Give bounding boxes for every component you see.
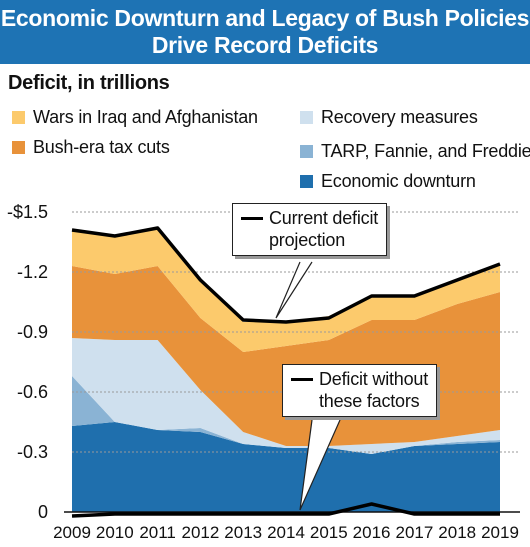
area-economic-downturn	[72, 422, 500, 512]
x-tick-label: 2011	[139, 523, 176, 542]
y-tick-label: 0	[38, 502, 48, 522]
y-tick-label: -0.9	[17, 322, 48, 342]
y-tick-label: -0.3	[17, 442, 48, 462]
legend-item-downturn: Economic downturn	[300, 171, 476, 192]
legend-label-tarp: TARP, Fannie, and Freddie	[321, 141, 530, 161]
legend-label-tax-cuts: Bush-era tax cuts	[33, 137, 170, 157]
y-tick-label: -0.6	[17, 382, 48, 402]
x-tick-label: 2010	[96, 523, 134, 542]
callout-current-line-2: projection	[269, 230, 346, 250]
legend-swatch-downturn	[300, 175, 313, 188]
series-line-current-deficit-projection	[71, 226, 501, 324]
legend-label-recovery: Recovery measures	[321, 107, 478, 127]
y-tick-label: -1.2	[17, 262, 48, 282]
x-tick-label: 2009	[53, 523, 91, 542]
callout-pointer-without	[299, 419, 341, 511]
callout-pointer-current	[275, 261, 313, 319]
callout-current-line-1: Current deficit	[269, 208, 379, 228]
x-tick-label: 2017	[395, 523, 433, 542]
callout-without-line-2: these factors	[319, 391, 420, 411]
legend-item-tarp: TARP, Fannie, and Freddie	[300, 141, 530, 162]
legend-swatch-tarp	[300, 145, 313, 158]
x-tick-label: 2012	[181, 523, 219, 542]
callout-current-deficit: Current deficit projection	[232, 203, 388, 256]
callout-line-swatch	[291, 378, 313, 381]
legend-item-tax-cuts: Bush-era tax cuts	[12, 137, 170, 158]
area-recovery-measures	[72, 338, 500, 454]
x-tick-label: 2019	[481, 523, 519, 542]
legend-item-wars: Wars in Iraq and Afghanistan	[12, 107, 258, 128]
y-tick-label: -$1.5	[7, 202, 48, 222]
x-tick-label: 2016	[353, 523, 391, 542]
area-wars-in-iraq-and-afghanistan	[72, 228, 500, 352]
legend-item-recovery: Recovery measures	[300, 107, 478, 128]
x-tick-label: 2014	[267, 523, 305, 542]
callout-without-factors: Deficit without these factors	[282, 364, 438, 417]
chart-title-line-2: Drive Record Deficits	[151, 32, 379, 58]
legend-swatch-tax-cuts	[12, 141, 25, 154]
callout-without-line-1: Deficit without	[319, 369, 429, 389]
x-tick-label: 2018	[438, 523, 476, 542]
x-tick-label: 2013	[224, 523, 262, 542]
callout-line-swatch	[241, 217, 263, 220]
title-bar: Economic Downturn and Legacy of Bush Pol…	[0, 0, 530, 64]
y-axis-label: Deficit, in trillions	[8, 72, 170, 94]
x-tick-label: 2015	[310, 523, 348, 542]
legend-label-wars: Wars in Iraq and Afghanistan	[33, 107, 258, 127]
series-line-deficit-without-these-factors	[71, 502, 500, 518]
chart-title-line-1: Economic Downturn and Legacy of Bush Pol…	[0, 5, 530, 31]
legend: Wars in Iraq and Afghanistan Bush-era ta…	[0, 0, 530, 200]
legend-label-downturn: Economic downturn	[321, 171, 476, 191]
legend-swatch-recovery	[300, 111, 313, 124]
legend-swatch-wars	[12, 111, 25, 124]
